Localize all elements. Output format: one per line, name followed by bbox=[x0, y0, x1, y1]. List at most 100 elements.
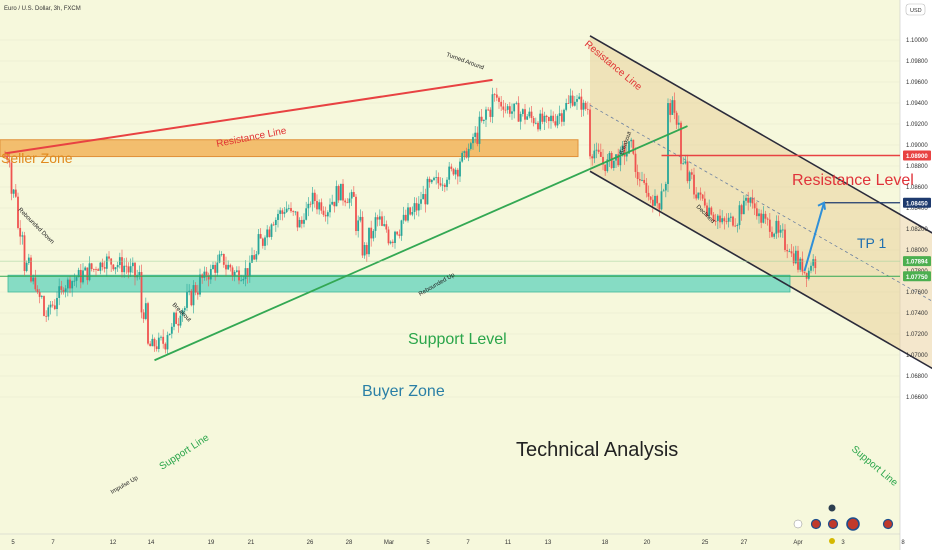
candle-body bbox=[303, 219, 305, 224]
candle-body bbox=[199, 274, 201, 295]
dividend-icon[interactable] bbox=[829, 538, 835, 544]
candle-body bbox=[290, 208, 292, 212]
candle-body bbox=[151, 338, 154, 347]
candle-body bbox=[77, 269, 80, 278]
us-flag-event-icon[interactable] bbox=[882, 518, 894, 530]
candle-body bbox=[238, 270, 240, 281]
price-tag-box bbox=[903, 150, 931, 161]
candle-body bbox=[8, 159, 11, 163]
price-tag-label: 1.07894 bbox=[906, 260, 928, 266]
candle-body bbox=[563, 109, 565, 122]
candle-body bbox=[684, 161, 687, 164]
candle-body bbox=[519, 114, 522, 122]
projection-arrowhead bbox=[817, 201, 826, 210]
candle-body bbox=[131, 262, 134, 267]
candle-body bbox=[300, 219, 303, 224]
price-tick-label: 1.06600 bbox=[906, 395, 928, 401]
candle-body bbox=[339, 183, 342, 201]
candle-body bbox=[318, 202, 321, 210]
candle-body bbox=[190, 290, 193, 306]
candle-body bbox=[84, 267, 87, 271]
candle-body bbox=[316, 201, 318, 210]
candle-body bbox=[749, 197, 752, 203]
candle-body bbox=[43, 296, 45, 316]
candle-body bbox=[27, 257, 30, 263]
candle-body bbox=[511, 111, 513, 114]
candle-body bbox=[73, 280, 76, 282]
candle-body bbox=[597, 149, 600, 152]
candle-body bbox=[508, 106, 511, 114]
candle-body bbox=[45, 315, 48, 317]
candle-body bbox=[268, 229, 271, 237]
candle-body bbox=[617, 154, 620, 166]
candle-body bbox=[266, 229, 269, 238]
candle-body bbox=[342, 183, 344, 201]
candle-body bbox=[329, 204, 331, 213]
candle-body bbox=[755, 208, 758, 217]
candle-body bbox=[688, 172, 691, 182]
candle-body bbox=[355, 196, 357, 232]
candle-body bbox=[593, 150, 596, 159]
candle-body bbox=[610, 152, 613, 168]
candle-body bbox=[66, 279, 69, 289]
price-tick-label: 1.09400 bbox=[906, 101, 928, 107]
candle-body bbox=[60, 286, 63, 290]
time-tick-label: Mar bbox=[384, 540, 394, 546]
candle-body bbox=[768, 219, 771, 232]
candle-body bbox=[387, 229, 390, 244]
candle-body bbox=[320, 202, 323, 211]
candle-body bbox=[307, 203, 310, 209]
candle-body bbox=[727, 217, 730, 222]
candle-body bbox=[576, 99, 578, 102]
candle-body bbox=[745, 197, 747, 201]
candle-body bbox=[231, 267, 234, 277]
candle-body bbox=[331, 201, 334, 205]
candle-body bbox=[381, 216, 383, 226]
candle-body bbox=[110, 258, 113, 265]
candle-body bbox=[218, 254, 221, 263]
candle-body bbox=[766, 218, 769, 220]
earnings-icon[interactable] bbox=[793, 519, 803, 529]
candle-body bbox=[534, 122, 537, 124]
candle-body bbox=[368, 227, 370, 255]
candle-body bbox=[383, 224, 386, 226]
candle-body bbox=[612, 160, 615, 168]
candle-body bbox=[677, 122, 680, 125]
candle-body bbox=[396, 231, 399, 235]
candle-body bbox=[543, 115, 546, 122]
candle-body bbox=[186, 291, 188, 308]
us-flag-event-icon[interactable] bbox=[827, 518, 839, 530]
candle-body bbox=[105, 256, 108, 269]
candle-body bbox=[552, 115, 555, 122]
news-dot-icon[interactable] bbox=[828, 504, 836, 512]
candle-body bbox=[439, 183, 442, 186]
candle-body bbox=[75, 277, 78, 281]
candle-body bbox=[719, 215, 721, 223]
us-flag-event-icon-large[interactable] bbox=[846, 517, 860, 531]
candle-body bbox=[667, 103, 669, 184]
candle-body bbox=[706, 205, 708, 217]
candle-body bbox=[500, 101, 503, 107]
candle-body bbox=[452, 168, 455, 175]
time-tick-label: 20 bbox=[644, 540, 651, 546]
candle-body bbox=[630, 139, 633, 142]
candle-body bbox=[244, 268, 247, 279]
candle-body bbox=[149, 343, 152, 347]
candle-body bbox=[764, 213, 767, 219]
candle-body bbox=[474, 132, 477, 137]
candle-body bbox=[703, 198, 706, 206]
price-tick-label: 1.08600 bbox=[906, 185, 928, 191]
candle-body bbox=[641, 179, 643, 181]
candle-body bbox=[402, 214, 405, 221]
candle-body bbox=[285, 208, 288, 213]
candle-body bbox=[417, 203, 420, 211]
us-flag-event-icon[interactable] bbox=[810, 518, 822, 530]
candle-body bbox=[714, 221, 717, 222]
candle-body bbox=[227, 264, 230, 270]
candle-body bbox=[595, 149, 598, 151]
currency-button[interactable] bbox=[905, 3, 926, 16]
candle-body bbox=[370, 227, 373, 239]
candle-body bbox=[760, 213, 763, 223]
candle-body bbox=[359, 216, 362, 221]
